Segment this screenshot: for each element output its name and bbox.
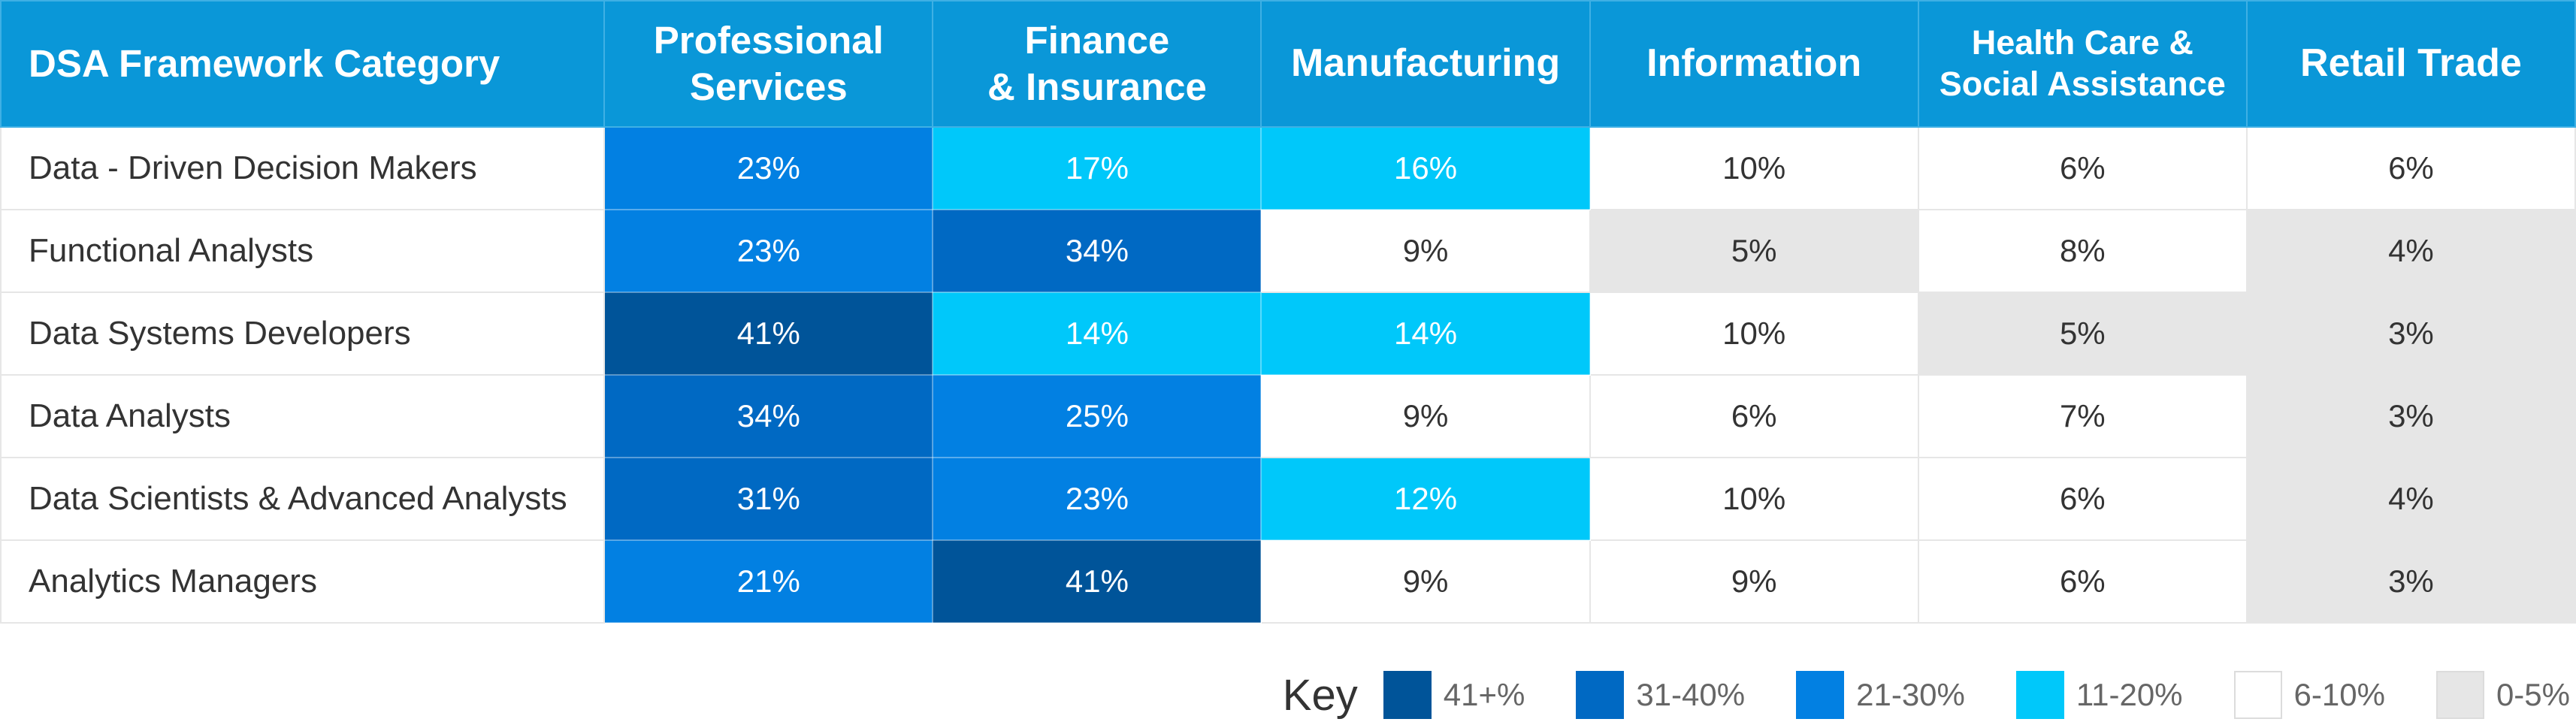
column-header-manufacturing: Manufacturing	[1260, 0, 1591, 128]
heatmap-cell: 5%	[1589, 209, 1919, 293]
table-row: Functional Analysts 23% 34% 9% 5% 8% 4%	[0, 209, 2576, 293]
heatmap-cell: 3%	[2245, 374, 2576, 458]
column-header-line: & Insurance	[987, 65, 1207, 108]
heatmap-cell: 10%	[1589, 292, 1919, 376]
heatmap-cell: 9%	[1260, 209, 1591, 293]
heatmap-cell: 23%	[603, 209, 934, 293]
heatmap-cell: 23%	[932, 457, 1262, 541]
row-label: Data Scientists & Advanced Analysts	[0, 457, 606, 541]
legend-label: 11-20%	[2076, 677, 2183, 712]
column-header-line: Retail Trade	[2300, 41, 2522, 86]
table-row: Data Systems Developers 41% 14% 14% 10% 5% 3%	[0, 292, 2576, 376]
legend-item: 41+%	[1383, 671, 1525, 719]
heatmap-cell: 9%	[1260, 374, 1591, 458]
heatmap-cell: 8%	[1917, 209, 2248, 293]
legend-swatch	[1796, 671, 1845, 719]
heatmap-cell: 17%	[932, 126, 1262, 210]
heatmap-cell: 34%	[932, 209, 1262, 293]
row-label: Data - Driven Decision Makers	[0, 126, 606, 210]
heatmap-cell: 34%	[603, 374, 934, 458]
column-header-line: Information	[1646, 41, 1862, 86]
column-header-line: Manufacturing	[1290, 41, 1561, 86]
column-header-line: Social Assistance	[1939, 65, 2226, 103]
heatmap-cell: 6%	[1917, 457, 2248, 541]
heatmap-cell: 9%	[1589, 539, 1919, 624]
heatmap-cell: 9%	[1260, 539, 1591, 624]
heatmap-cell: 16%	[1260, 126, 1591, 210]
heatmap-cell: 6%	[2245, 126, 2576, 210]
column-header-health-care: Health Care & Social Assistance	[1917, 0, 2248, 128]
legend: Key 41+% 31-40% 21-30% 11-20% 6-10% 0-5%	[1283, 665, 2570, 725]
column-header-information: Information	[1589, 0, 1919, 128]
legend-item: 0-5%	[2435, 671, 2570, 719]
heatmap-cell: 6%	[1589, 374, 1919, 458]
heatmap-cell: 6%	[1917, 539, 2248, 624]
header-row: DSA Framework Category Professional Serv…	[0, 0, 2576, 128]
heatmap-cell: 12%	[1260, 457, 1591, 541]
heatmap-cell: 10%	[1589, 457, 1919, 541]
heatmap-cell: 4%	[2245, 457, 2576, 541]
heatmap-cell: 23%	[603, 126, 934, 210]
heatmap-cell: 41%	[932, 539, 1262, 624]
legend-label: 6-10%	[2293, 677, 2385, 712]
column-header-line: Services	[689, 65, 848, 108]
legend-swatch	[2435, 671, 2484, 719]
heatmap-cell: 4%	[2245, 209, 2576, 293]
legend-swatch	[2233, 671, 2282, 719]
heatmap-cell: 31%	[603, 457, 934, 541]
table-row: Data Scientists & Advanced Analysts 31% 23…	[0, 457, 2576, 541]
table-row: Data Analysts 34% 25% 9% 6% 7% 3%	[0, 374, 2576, 458]
row-label: Functional Analysts	[0, 209, 606, 293]
column-header-line: Professional	[653, 18, 884, 62]
column-header-professional-services: Professional Services	[603, 0, 934, 128]
row-label: Data Analysts	[0, 374, 606, 458]
legend-item: 31-40%	[1576, 671, 1745, 719]
legend-swatch	[1383, 671, 1432, 719]
legend-swatch	[1576, 671, 1625, 719]
table-row: Data - Driven Decision Makers 23% 17% 16% 10…	[0, 126, 2576, 210]
heatmap-cell: 5%	[1917, 292, 2248, 376]
heatmap-cell: 3%	[2245, 539, 2576, 624]
legend-label: 0-5%	[2496, 677, 2570, 712]
heatmap-cell: 14%	[932, 292, 1262, 376]
legend-item: 21-30%	[1796, 671, 1965, 719]
heatmap-cell: 21%	[603, 539, 934, 624]
heatmap-table: DSA Framework Category Professional Serv…	[0, 0, 2576, 624]
legend-swatch	[2015, 671, 2064, 719]
heatmap-cell: 41%	[603, 292, 934, 376]
row-label: Data Systems Developers	[0, 292, 606, 376]
column-header-line: Health Care &	[1971, 23, 2194, 62]
legend-label: 41+%	[1443, 677, 1525, 712]
legend-title: Key	[1282, 670, 1358, 720]
column-header-finance-insurance: Finance & Insurance	[932, 0, 1262, 128]
heatmap-cell: 6%	[1917, 126, 2248, 210]
heatmap-cell: 10%	[1589, 126, 1919, 210]
heatmap-cell: 7%	[1917, 374, 2248, 458]
table-row: Analytics Managers 21% 41% 9% 9% 6% 3%	[0, 539, 2576, 624]
legend-label: 21-30%	[1856, 677, 1965, 712]
legend-item: 11-20%	[2015, 671, 2183, 719]
column-header-retail-trade: Retail Trade	[2245, 0, 2576, 128]
heatmap-cell: 3%	[2245, 292, 2576, 376]
legend-items: 41+% 31-40% 21-30% 11-20% 6-10% 0-5%	[1383, 671, 2570, 719]
heatmap-cell: 25%	[932, 374, 1262, 458]
legend-item: 6-10%	[2233, 671, 2385, 719]
row-header-label: DSA Framework Category	[0, 0, 606, 128]
row-label: Analytics Managers	[0, 539, 606, 624]
heatmap-cell: 14%	[1260, 292, 1591, 376]
legend-label: 31-40%	[1636, 677, 1746, 712]
column-header-line: Finance	[1024, 18, 1170, 62]
heatmap-body: Data - Driven Decision Makers 23% 17% 16% 10…	[0, 126, 2576, 624]
